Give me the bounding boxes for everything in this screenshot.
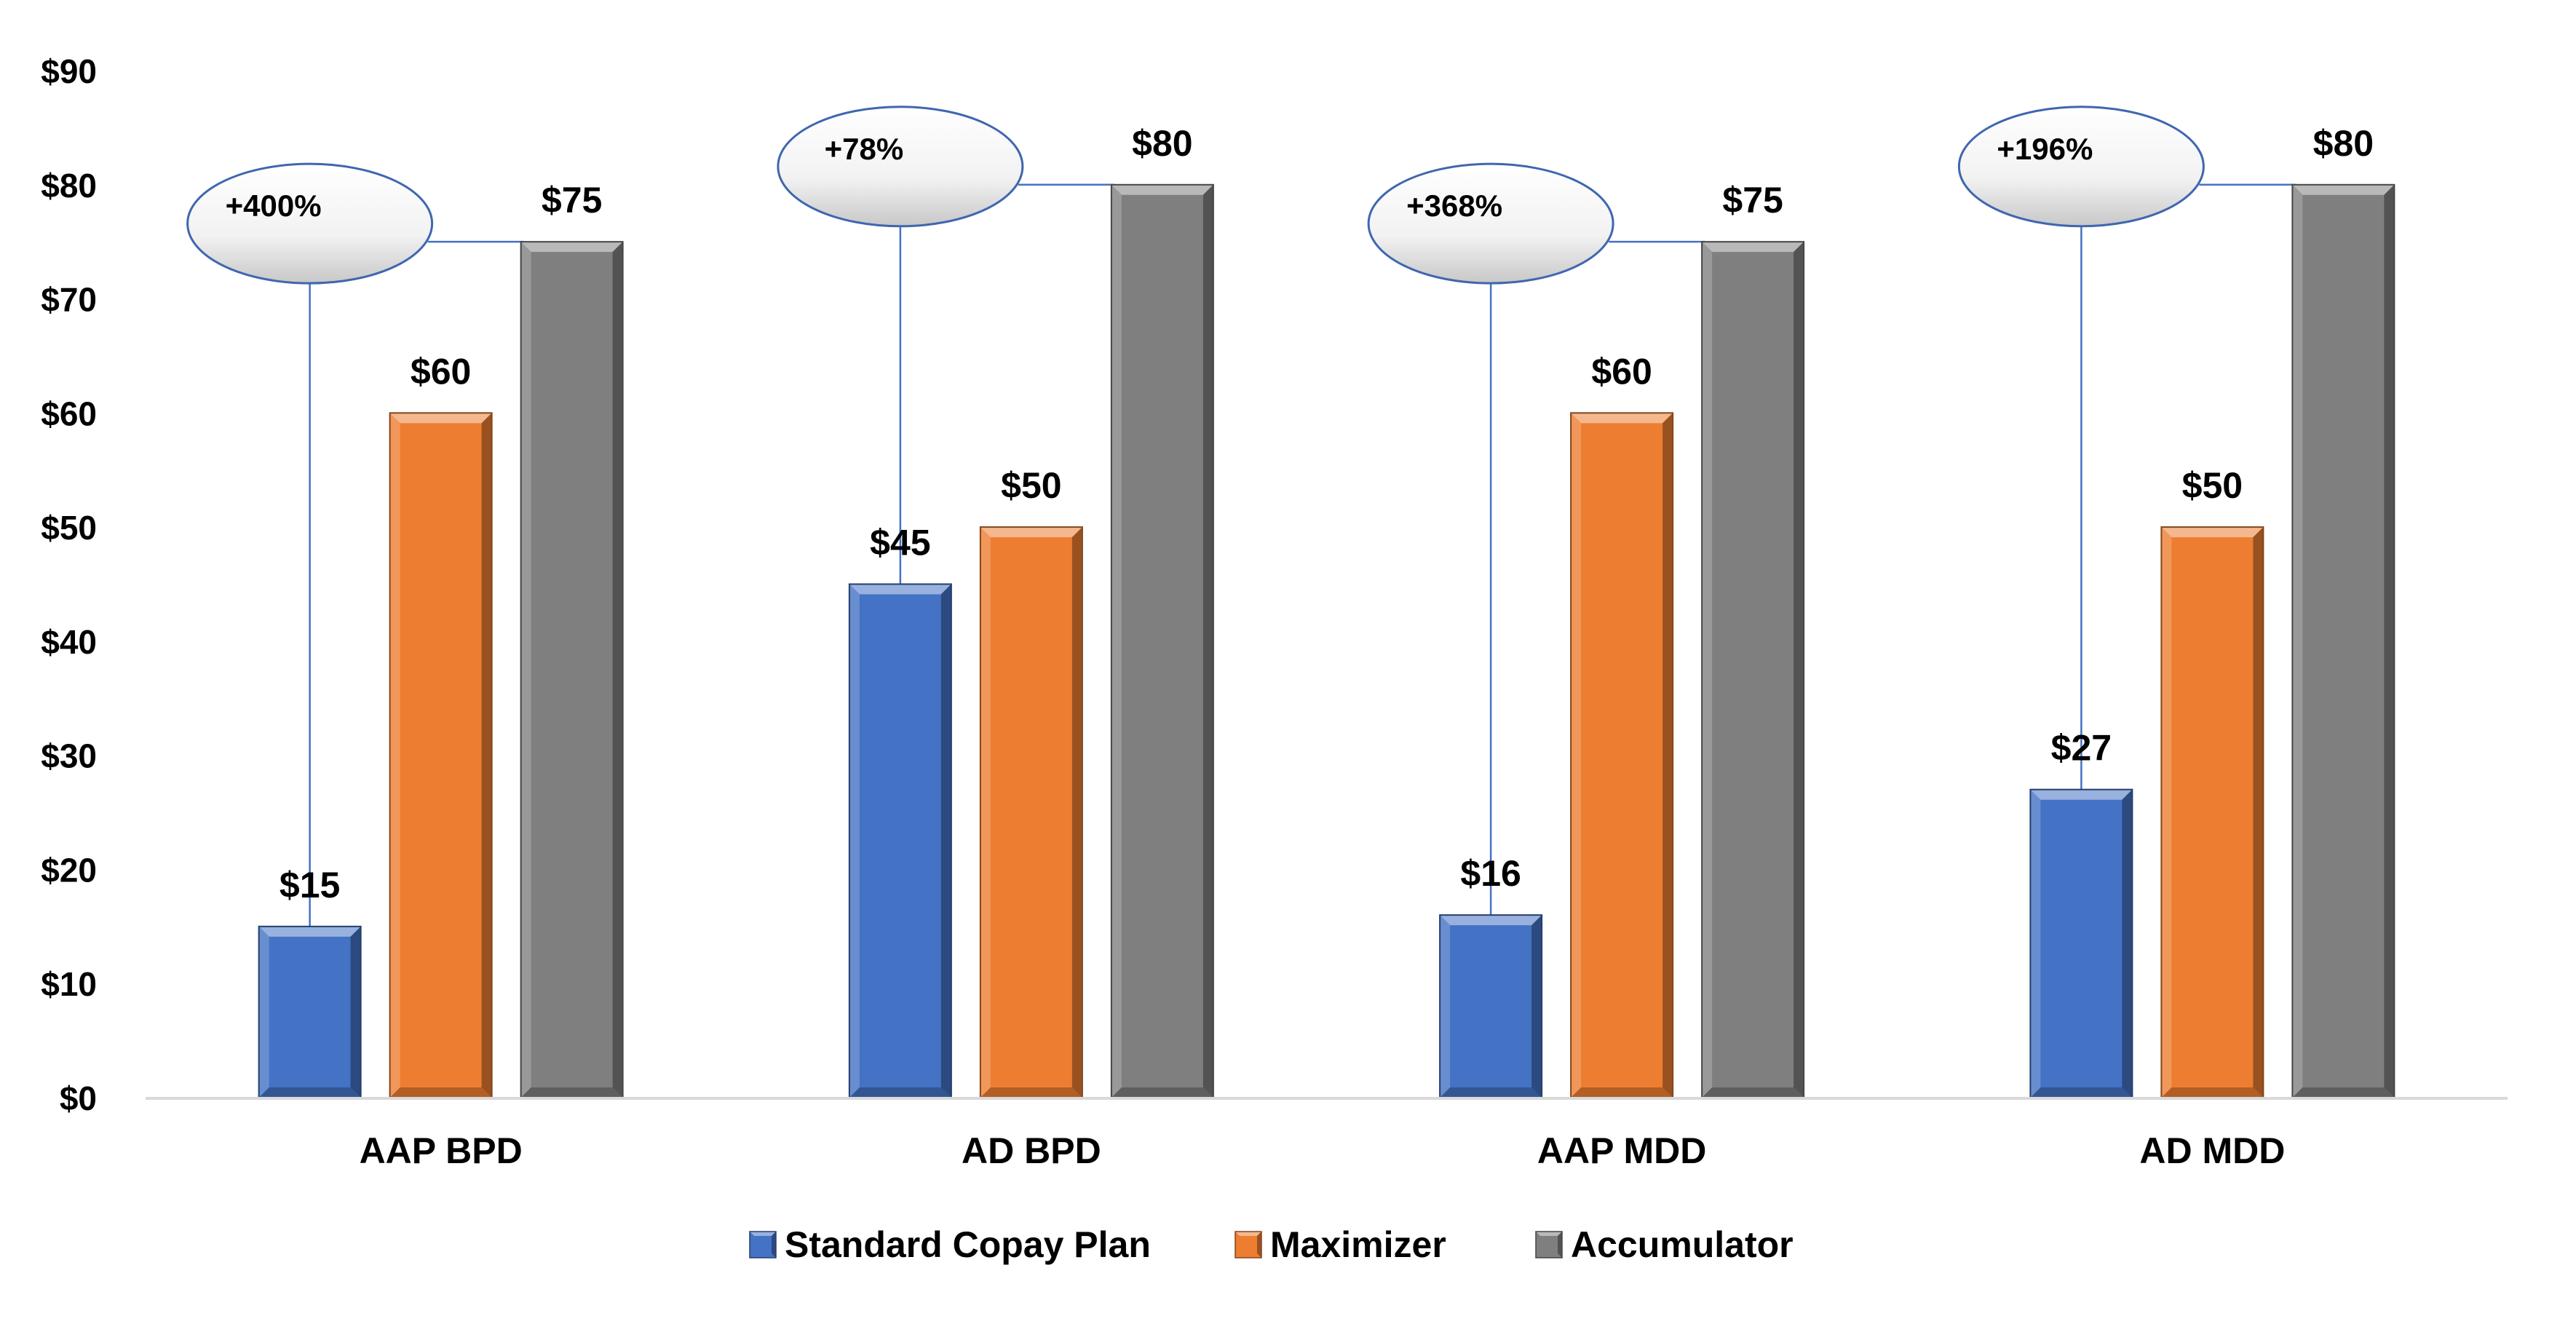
callout-ellipse xyxy=(777,106,1024,228)
y-tick-label: $10 xyxy=(41,965,97,1003)
data-label: $80 xyxy=(1132,123,1192,164)
callout-text: +78% xyxy=(825,132,904,166)
legend-item: Accumulator xyxy=(1535,1224,1794,1265)
legend: Standard Copay Plan Maximizer Accumulator xyxy=(749,1224,1794,1265)
data-label: $16 xyxy=(1460,853,1521,894)
callout-text: +368% xyxy=(1406,189,1502,223)
bar xyxy=(1701,241,1805,1099)
x-tick-label: AAP BPD xyxy=(360,1130,523,1171)
bar xyxy=(1110,183,1214,1098)
y-tick-label: $0 xyxy=(60,1079,97,1117)
y-tick-label: $20 xyxy=(41,851,97,889)
data-label: $27 xyxy=(2051,728,2112,769)
legend-item: Maximizer xyxy=(1235,1224,1446,1265)
data-label: $50 xyxy=(1001,465,1061,506)
x-axis: AAP BPD AD BPD AAP MDD AD MDD xyxy=(360,1130,2286,1171)
callout-ellipse xyxy=(186,162,434,285)
callout: +78% xyxy=(777,106,1024,228)
callout-text: +400% xyxy=(226,189,322,223)
bar xyxy=(258,925,362,1099)
callout: +196% xyxy=(1957,106,2205,228)
data-labels: $15 $45 $16 $27 $60 $50 $60 $50 $75 $80 $75 $80 xyxy=(280,123,2374,905)
y-tick-label: $40 xyxy=(41,623,97,661)
x-tick-label: AD MDD xyxy=(2139,1130,2285,1171)
x-tick-label: AAP MDD xyxy=(1537,1130,1706,1171)
data-label: $45 xyxy=(870,523,930,563)
bar xyxy=(1570,412,1674,1098)
callout-text: +196% xyxy=(1997,132,2093,166)
bars xyxy=(258,183,2395,1099)
legend-item: Standard Copay Plan xyxy=(749,1224,1151,1265)
legend-label: Standard Copay Plan xyxy=(785,1224,1151,1265)
bar xyxy=(520,241,624,1099)
legend-label: Maximizer xyxy=(1270,1224,1446,1265)
bar xyxy=(848,583,952,1098)
bar xyxy=(389,412,493,1098)
data-label: $50 xyxy=(2182,465,2243,506)
bar xyxy=(2029,788,2133,1098)
y-tick-label: $50 xyxy=(41,509,97,547)
data-label: $80 xyxy=(2313,123,2374,164)
y-tick-label: $80 xyxy=(41,167,97,205)
data-label: $75 xyxy=(1722,180,1783,221)
data-label: $15 xyxy=(280,865,340,905)
legend-label: Accumulator xyxy=(1571,1224,1794,1265)
callout-ellipse xyxy=(1957,106,2205,228)
bar xyxy=(1439,914,1543,1098)
y-tick-label: $30 xyxy=(41,737,97,775)
bar xyxy=(979,526,1083,1098)
callout: +368% xyxy=(1367,162,1614,285)
data-label: $75 xyxy=(542,180,602,221)
callouts: +400% +78% +368% +196% xyxy=(186,106,2205,285)
bar xyxy=(2291,183,2395,1098)
callout-ellipse xyxy=(1367,162,1614,285)
y-axis: $0 $10 $20 $30 $40 $50 $60 $70 $80 $90 xyxy=(41,52,97,1117)
data-label: $60 xyxy=(1591,351,1652,392)
bar xyxy=(2160,526,2264,1098)
callout: +400% xyxy=(186,162,434,285)
x-tick-label: AD BPD xyxy=(962,1130,1101,1171)
data-label: $60 xyxy=(411,351,471,392)
y-tick-label: $60 xyxy=(41,395,97,432)
callout-connectors xyxy=(309,183,2296,927)
y-tick-label: $70 xyxy=(41,281,97,319)
y-tick-label: $90 xyxy=(41,52,97,90)
